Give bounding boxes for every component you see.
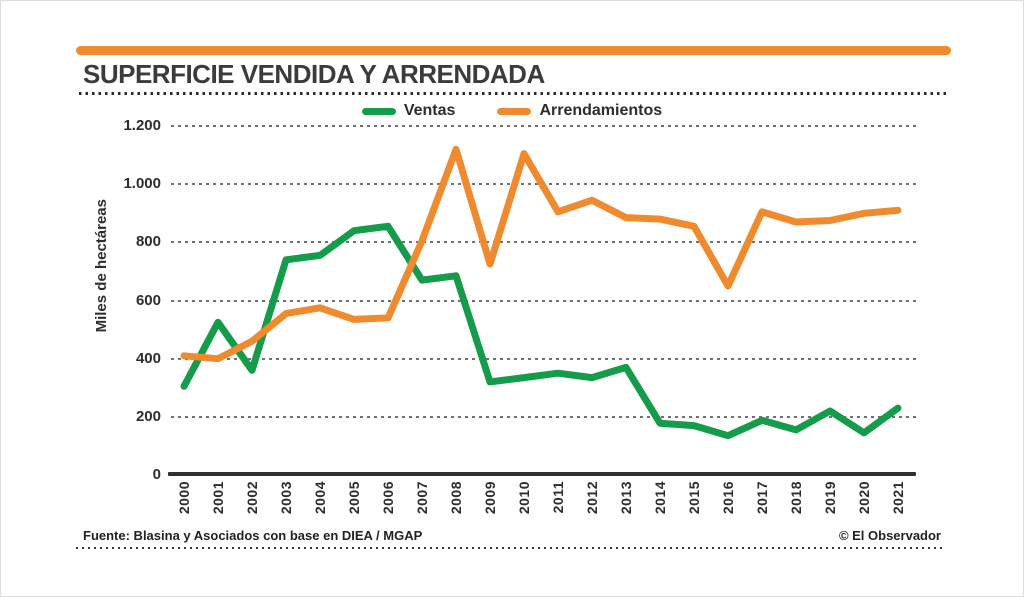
x-tick-label: 2004 bbox=[312, 481, 328, 515]
y-tick-label: 0 bbox=[152, 466, 161, 483]
x-tick-label: 2008 bbox=[448, 481, 464, 515]
x-tick: 2014 bbox=[650, 481, 670, 527]
x-tick-label: 2010 bbox=[516, 481, 532, 515]
x-tick-label: 2014 bbox=[652, 481, 668, 515]
x-tick: 2018 bbox=[786, 481, 806, 527]
legend: Ventas Arrendamientos bbox=[1, 102, 1023, 120]
source-note: Fuente: Blasina y Asociados con base en … bbox=[83, 528, 423, 543]
x-tick-label: 2012 bbox=[584, 481, 600, 515]
x-tick-label: 2018 bbox=[788, 481, 804, 515]
x-tick: 2019 bbox=[820, 481, 840, 527]
line-chart bbox=[180, 145, 902, 440]
x-tick: 2003 bbox=[276, 481, 296, 527]
arrendamientos-line bbox=[180, 145, 902, 363]
gridline-1200 bbox=[171, 125, 916, 127]
x-tick-label: 2005 bbox=[346, 481, 362, 515]
x-tick: 2010 bbox=[514, 481, 534, 527]
x-tick-label: 2021 bbox=[890, 481, 906, 515]
x-tick-label: 2006 bbox=[380, 481, 396, 515]
footer-dotted-rule bbox=[76, 547, 946, 549]
gridline-400 bbox=[171, 357, 916, 360]
accent-bar bbox=[76, 46, 951, 55]
y-tick-label: 200 bbox=[135, 407, 161, 425]
x-tick: 2008 bbox=[446, 481, 466, 527]
y-tick-label: 1.200 bbox=[123, 117, 161, 134]
x-tick-label: 2009 bbox=[482, 481, 498, 515]
gridline-600 bbox=[171, 299, 916, 302]
x-tick: 2013 bbox=[616, 481, 636, 527]
y-tick-label: 400 bbox=[135, 349, 161, 367]
title-dotted-rule bbox=[79, 92, 947, 95]
y-tick-label: 800 bbox=[135, 233, 161, 251]
x-tick-label: 2002 bbox=[244, 481, 260, 515]
y-axis-title: Miles de hectáreas bbox=[92, 199, 110, 333]
x-tick-label: 2001 bbox=[210, 481, 226, 515]
credit-note: © El Observador bbox=[838, 528, 941, 543]
x-tick: 2021 bbox=[888, 481, 908, 527]
x-tick: 2011 bbox=[548, 481, 568, 527]
x-tick: 2005 bbox=[344, 481, 364, 527]
ventas-line bbox=[180, 222, 902, 440]
legend-swatch bbox=[361, 107, 396, 115]
x-tick-label: 2007 bbox=[414, 481, 430, 515]
y-tick-label: 600 bbox=[135, 291, 161, 309]
x-tick: 2017 bbox=[752, 481, 772, 527]
x-tick-label: 2013 bbox=[618, 481, 634, 515]
x-tick-label: 2015 bbox=[686, 481, 702, 515]
x-tick: 2004 bbox=[310, 481, 330, 527]
x-tick: 2015 bbox=[684, 481, 704, 527]
x-tick: 2002 bbox=[242, 481, 262, 527]
legend-item-ventas: Ventas bbox=[361, 102, 456, 120]
x-tick: 2020 bbox=[854, 481, 874, 527]
x-tick: 2006 bbox=[378, 481, 398, 527]
legend-item-arrendamientos: Arrendamientos bbox=[497, 102, 662, 120]
x-tick-label: 2017 bbox=[754, 481, 770, 515]
x-tick-label: 2003 bbox=[278, 481, 294, 515]
x-tick: 2016 bbox=[718, 481, 738, 527]
legend-label: Ventas bbox=[403, 102, 456, 119]
y-tick-label: 1.000 bbox=[123, 175, 161, 193]
legend-swatch bbox=[497, 107, 532, 115]
x-tick: 2012 bbox=[582, 481, 602, 527]
x-tick: 2007 bbox=[412, 481, 432, 527]
x-tick: 2000 bbox=[174, 481, 194, 527]
gridline-800 bbox=[171, 241, 916, 244]
x-tick-label: 2011 bbox=[550, 481, 566, 514]
x-tick-label: 2020 bbox=[856, 481, 872, 515]
legend-label: Arrendamientos bbox=[539, 102, 663, 119]
x-tick: 2009 bbox=[480, 481, 500, 527]
x-tick: 2001 bbox=[208, 481, 228, 527]
x-tick-label: 2019 bbox=[822, 481, 838, 515]
page-title: SUPERFICIE VENDIDA Y ARRENDADA bbox=[83, 59, 545, 89]
x-tick-label: 2016 bbox=[720, 481, 736, 515]
x-axis-line bbox=[168, 472, 916, 476]
x-tick-label: 2000 bbox=[176, 481, 192, 515]
gridline-200 bbox=[171, 415, 916, 418]
